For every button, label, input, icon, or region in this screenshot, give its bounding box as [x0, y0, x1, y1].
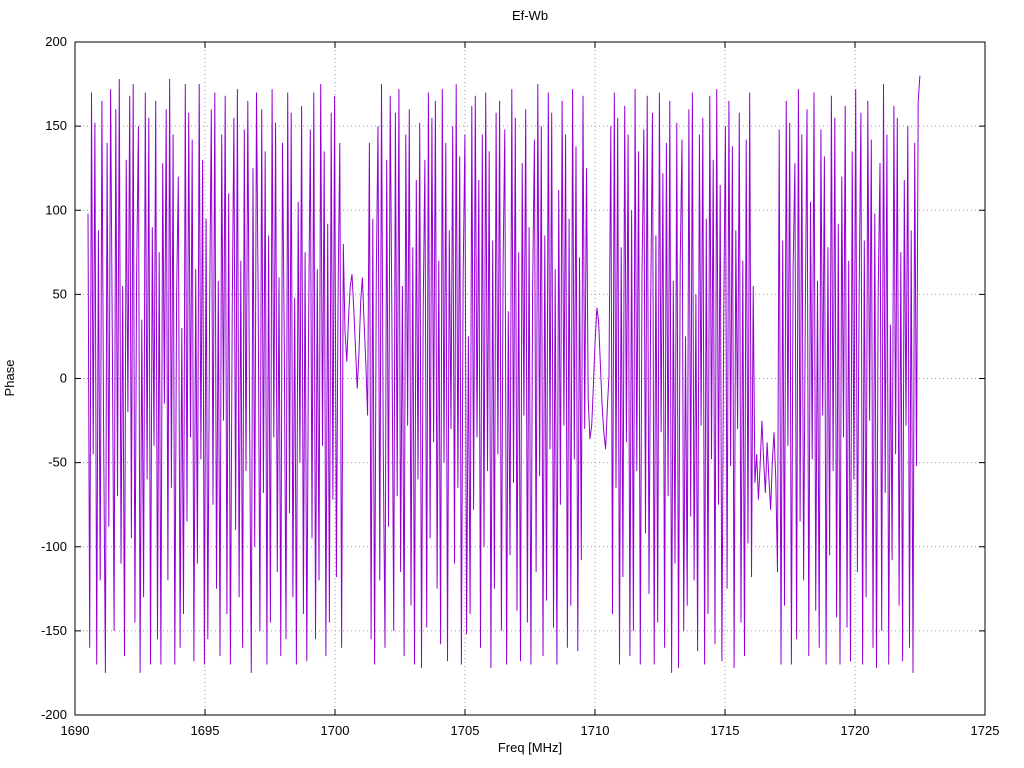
x-tick-label: 1705 — [451, 723, 480, 738]
x-tick-label: 1690 — [61, 723, 90, 738]
x-tick-label: 1715 — [711, 723, 740, 738]
y-tick-label: 50 — [53, 286, 67, 301]
y-tick-label: -50 — [48, 455, 67, 470]
phase-trace — [87, 75, 921, 673]
y-tick-label: -150 — [41, 623, 67, 638]
x-tick-label: 1725 — [971, 723, 1000, 738]
y-tick-label: 200 — [45, 34, 67, 49]
data-series — [87, 75, 921, 673]
plot-border — [74, 41, 986, 716]
x-tick-label: 1700 — [321, 723, 350, 738]
y-axis-label: Phase — [2, 360, 17, 397]
y-tick-label: -100 — [41, 539, 67, 554]
y-tick-label: -200 — [41, 707, 67, 722]
x-tick-label: 1695 — [191, 723, 220, 738]
y-tick-label: 150 — [45, 118, 67, 133]
y-tick-label: 0 — [60, 371, 67, 386]
axes — [74, 41, 986, 716]
x-tick-label: 1720 — [841, 723, 870, 738]
x-tick-label: 1710 — [581, 723, 610, 738]
chart-title: Ef-Wb — [512, 8, 548, 23]
x-axis-label: Freq [MHz] — [498, 740, 562, 755]
tick-labels: 1690 1695 1700 1705 1710 1715 1720 1725 -200 -150… — [41, 34, 999, 738]
y-tick-label: 100 — [45, 202, 67, 217]
